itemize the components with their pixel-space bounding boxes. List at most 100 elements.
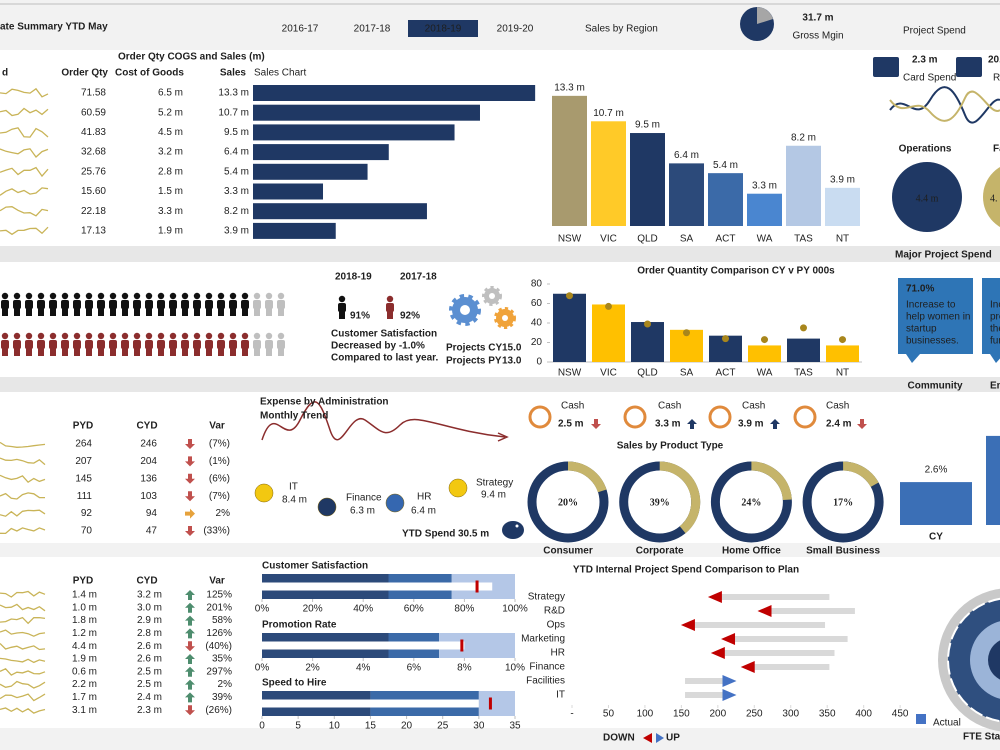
legend-label: UP — [666, 733, 680, 744]
trend-arrow — [185, 666, 195, 677]
x-tick-label: NT — [836, 234, 849, 245]
sparkline — [0, 87, 49, 98]
table-cell: 0.6 m — [72, 666, 97, 677]
table-cell: 6.4 m — [224, 147, 249, 158]
x-tick-label: 60% — [404, 604, 424, 615]
donut-label: 24% — [741, 497, 761, 508]
person-icon — [98, 308, 104, 316]
person-icon — [25, 300, 33, 309]
year-tab-label[interactable]: 2018-19 — [425, 24, 462, 35]
donut-label: 39% — [650, 497, 670, 508]
table-cell: 17.13 — [81, 226, 106, 237]
person-icon — [254, 308, 260, 316]
box-text: pre — [990, 312, 1000, 323]
data-label: 3.9 m — [830, 174, 855, 185]
table-cell: 5.4 m — [224, 166, 249, 177]
satisfaction-value: 91% — [350, 311, 370, 322]
person-icon — [181, 292, 189, 300]
person-icon — [206, 348, 212, 356]
y-tick-label: Ops — [547, 620, 565, 631]
table-cell: (26%) — [205, 705, 232, 716]
table-cell: 1.8 m — [72, 615, 97, 626]
table-cell: (6%) — [209, 473, 230, 484]
bar — [708, 173, 743, 226]
bar — [592, 304, 625, 362]
x-tick-label: 200 — [709, 709, 726, 720]
cash-label: Cash — [742, 401, 765, 412]
table-cell: 5.2 m — [158, 107, 183, 118]
person-icon — [13, 300, 21, 309]
person-icon — [1, 300, 9, 309]
kpi-label: Card Spend — [903, 73, 956, 84]
table-cell: 94 — [146, 508, 158, 519]
year-tab-label[interactable]: 2019-20 — [497, 24, 534, 35]
year-label: 2018-19 — [335, 272, 372, 283]
trend-arrow — [185, 679, 195, 690]
table-cell: 2.8 m — [137, 628, 162, 639]
table-cell: 1.7 m — [72, 692, 97, 703]
column-header: CYD — [136, 421, 157, 432]
x-tick-label: WA — [757, 234, 773, 245]
legend-label: Actual — [933, 718, 961, 729]
column-header: CYD — [136, 576, 157, 587]
person-icon — [74, 308, 80, 316]
actual-marker — [722, 675, 737, 687]
person-icon — [109, 300, 117, 309]
person-icon — [229, 300, 237, 309]
plan-bar — [764, 608, 855, 614]
info-box — [982, 278, 1000, 354]
x-tick-label: 350 — [819, 709, 836, 720]
person-icon — [387, 311, 393, 319]
x-tick-label: 450 — [892, 709, 909, 720]
cash-label: Cash — [561, 401, 584, 412]
trend-arrow — [185, 654, 195, 664]
section-strip — [0, 728, 1000, 750]
column-header: Sales Chart — [254, 68, 306, 79]
person-icon — [229, 292, 237, 300]
person-icon — [37, 340, 45, 349]
year-tab-label[interactable]: 2016-17 — [282, 24, 319, 35]
person-icon — [241, 292, 249, 300]
table-cell: 4.5 m — [158, 127, 183, 138]
trend-arrow — [770, 419, 780, 429]
header-band — [0, 0, 1000, 50]
satisfaction-text: Compared to last year. — [331, 353, 438, 364]
person-icon — [26, 348, 32, 356]
circle-value: 4. — [990, 193, 998, 204]
box-text: businesses. — [906, 336, 959, 347]
person-icon — [73, 300, 81, 309]
table-cell: 2.3 m — [137, 705, 162, 716]
cash-icon — [793, 405, 817, 429]
person-icon — [193, 292, 201, 300]
person-icon — [170, 308, 176, 316]
person-icon — [338, 303, 346, 312]
box-text: startup — [906, 324, 937, 335]
x-tick-label: 15 — [365, 721, 377, 732]
table-cell: 35% — [212, 654, 232, 665]
bar — [748, 345, 781, 362]
expense-ball — [254, 483, 274, 503]
bullet-title: Speed to Hire — [262, 678, 327, 689]
expense-label: Finance — [346, 493, 382, 504]
person-icon — [49, 332, 57, 340]
person-icon — [193, 340, 201, 349]
bar — [253, 222, 336, 239]
bullet-measure — [262, 641, 465, 650]
x-tick-label: 100 — [637, 709, 654, 720]
person-icon — [133, 340, 141, 349]
year-tab[interactable] — [408, 20, 478, 37]
table-cell: (1%) — [209, 456, 230, 467]
bullet-band — [478, 691, 515, 716]
table-cell: 204 — [140, 456, 157, 467]
kpi-value: 31.7 m — [802, 13, 833, 24]
year-tab-label[interactable]: 2017-18 — [354, 24, 391, 35]
donut-arc — [659, 461, 701, 534]
person-icon — [109, 332, 117, 340]
person-icon — [50, 308, 56, 316]
kpi-circle — [983, 166, 1000, 228]
x-tick-label: 2% — [305, 663, 320, 674]
trend-line — [261, 401, 509, 442]
box-label: En — [990, 381, 1000, 392]
sparkline — [0, 457, 46, 466]
person-icon — [241, 340, 249, 349]
